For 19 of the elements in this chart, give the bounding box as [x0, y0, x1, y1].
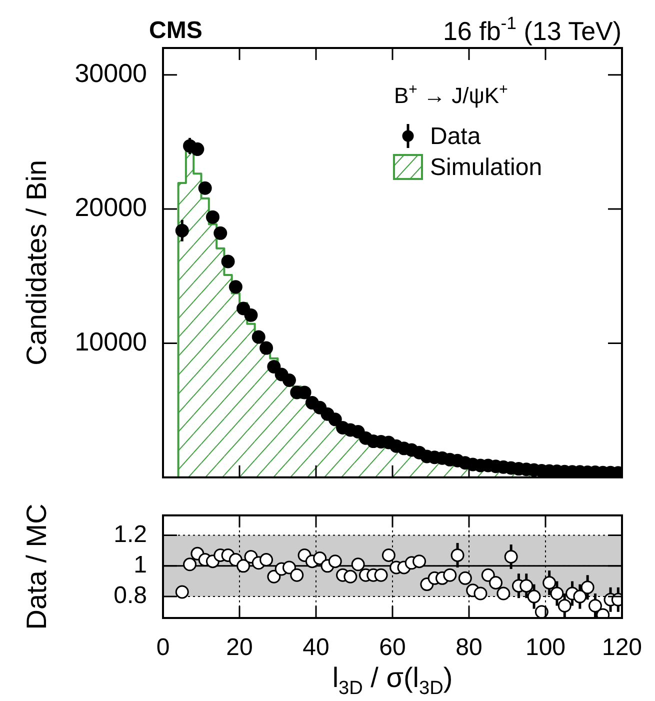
x-tick-label: 0 — [156, 634, 170, 662]
y-axis-title: Data / MC — [21, 504, 52, 630]
x-tick-label: 100 — [525, 634, 566, 662]
y-tick-label: 0.8 — [114, 582, 147, 610]
x-tick-label: 120 — [602, 634, 642, 662]
y-tick-label: 30000 — [74, 58, 147, 88]
y-tick-label: 20000 — [74, 192, 147, 222]
y-tick-label: 1 — [134, 552, 147, 579]
chart-title: CMS — [149, 17, 202, 44]
legend-title: B+ → J/ψK+ — [394, 80, 508, 108]
x-tick-label: 20 — [226, 634, 253, 662]
legend-label: Simulation — [430, 154, 542, 181]
legend-label: Data — [430, 123, 482, 150]
y-axis-title: Candidates / Bin — [21, 160, 52, 366]
y-tick-label: 10000 — [74, 326, 147, 356]
x-tick-label: 80 — [456, 634, 482, 662]
y-tick-label: 1.2 — [114, 520, 147, 548]
x-tick-label: 60 — [379, 634, 406, 662]
x-tick-label: 40 — [302, 634, 330, 662]
